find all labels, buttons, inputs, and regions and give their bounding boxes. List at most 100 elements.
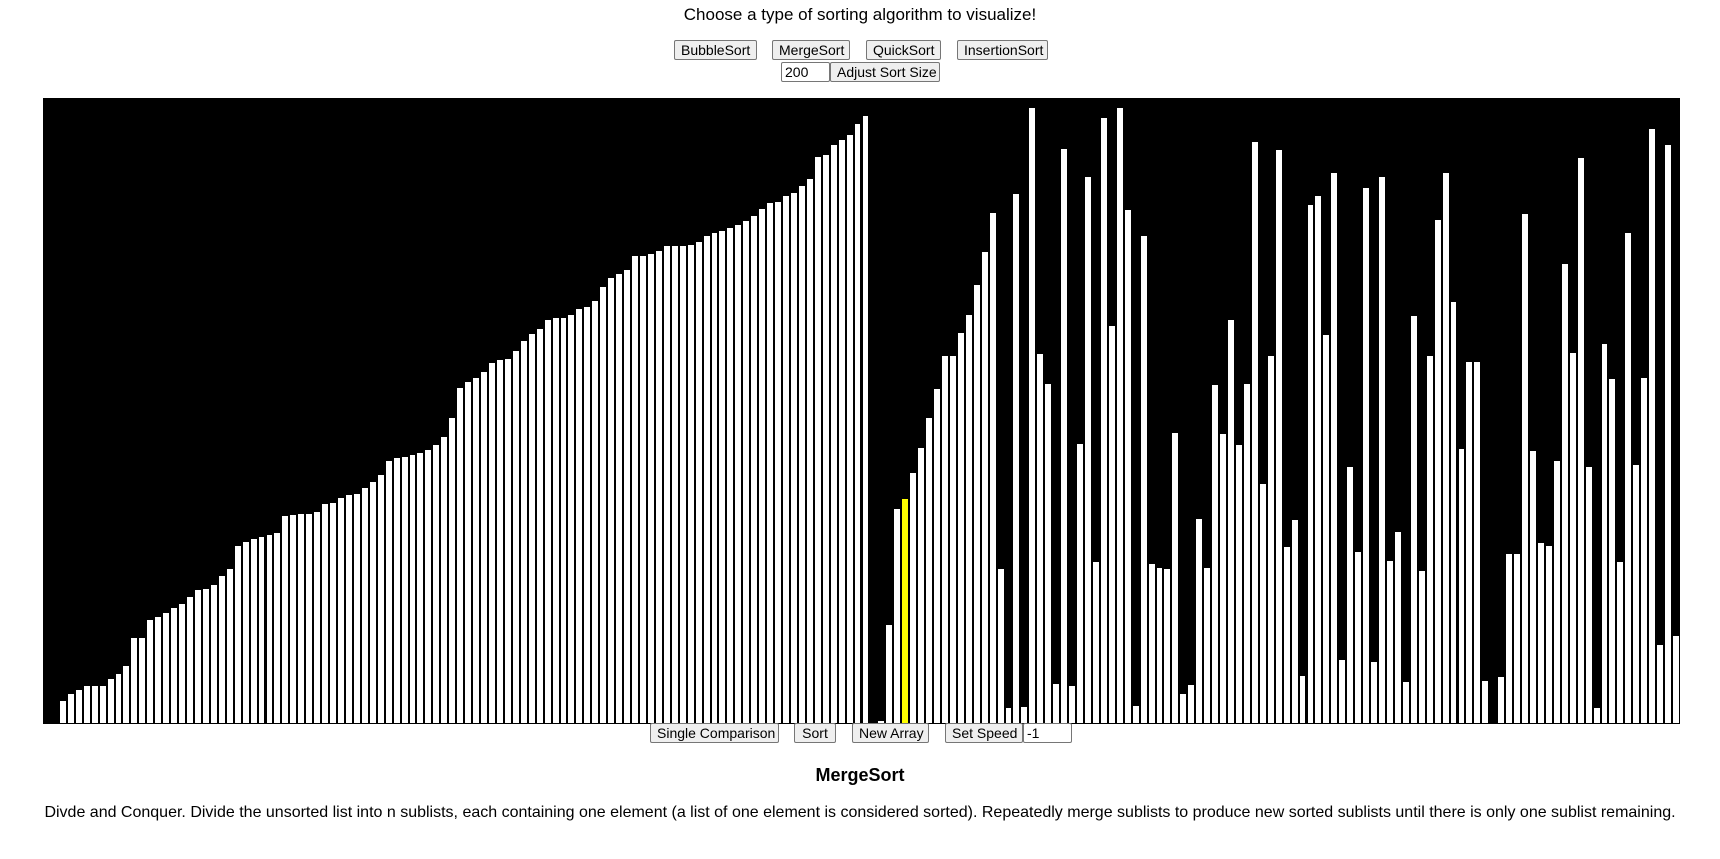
bar [1227, 318, 1235, 724]
bar [1306, 203, 1315, 724]
bar [829, 144, 838, 724]
bar [1211, 383, 1220, 724]
bar [352, 493, 361, 724]
bar [1457, 447, 1466, 724]
bar [392, 457, 401, 724]
bar [480, 370, 488, 724]
bar [154, 615, 163, 724]
bar [201, 588, 210, 724]
single-comparison-button[interactable]: Single Comparison [650, 723, 779, 743]
bar [1576, 157, 1585, 724]
bar [376, 474, 385, 724]
bar [1544, 544, 1553, 724]
bar [511, 349, 520, 724]
bar [289, 513, 298, 724]
speed-input[interactable] [1023, 723, 1072, 743]
bar [607, 277, 616, 724]
bar [440, 436, 449, 724]
bar [1171, 432, 1180, 724]
bar [1036, 353, 1045, 724]
bar [1648, 128, 1657, 724]
bar [734, 224, 743, 724]
bar [885, 624, 894, 724]
bar [1060, 148, 1069, 724]
bar [591, 299, 600, 724]
bar [1020, 706, 1029, 724]
bar [917, 446, 926, 724]
bar [1028, 107, 1037, 724]
bar [1401, 681, 1410, 724]
bar [416, 452, 425, 724]
bar [495, 359, 504, 724]
algorithm-description: Divde and Conquer. Divide the unsorted l… [44, 804, 1676, 821]
bar [1385, 560, 1394, 724]
bar [909, 472, 918, 724]
bar [106, 677, 115, 724]
bar [1608, 378, 1617, 724]
bar [1219, 433, 1228, 724]
bar [1139, 235, 1148, 724]
bar-active [901, 498, 910, 724]
bar [1099, 117, 1108, 724]
bar [1338, 658, 1347, 724]
bar [241, 541, 250, 724]
bar [583, 306, 592, 724]
bar [74, 689, 83, 724]
insertionsort-button[interactable]: InsertionSort [957, 40, 1048, 60]
adjust-sort-size-button[interactable]: Adjust Sort Size [830, 62, 940, 82]
bar [1012, 193, 1021, 724]
bar [503, 358, 512, 724]
bar [551, 317, 560, 724]
bar [1473, 360, 1482, 724]
bar [1258, 483, 1267, 724]
bar [543, 319, 552, 724]
bar [265, 534, 274, 724]
bar [50, 722, 59, 724]
bar [615, 272, 624, 724]
set-speed-button[interactable]: Set Speed [945, 723, 1023, 743]
bar [535, 328, 544, 724]
bar [694, 241, 703, 724]
bar [1672, 634, 1680, 724]
bar [774, 200, 783, 724]
bar [519, 339, 528, 724]
mergesort-button[interactable]: MergeSort [772, 40, 850, 60]
bar [257, 535, 266, 724]
bar [1076, 443, 1084, 724]
bar [853, 122, 862, 724]
bar [758, 208, 767, 724]
sort-size-input[interactable] [781, 62, 830, 82]
bar [1044, 383, 1053, 724]
bar [337, 497, 345, 724]
bar [209, 583, 218, 724]
bar [845, 134, 854, 724]
bar [623, 268, 632, 724]
bar [861, 115, 870, 724]
bar [1433, 218, 1442, 724]
bar [1203, 566, 1212, 724]
sort-visualization-canvas [43, 98, 1680, 724]
bar [527, 333, 536, 724]
bar [933, 388, 941, 724]
bar [162, 612, 171, 724]
bar [1664, 144, 1673, 724]
bar [1084, 175, 1092, 724]
bubblesort-button[interactable]: BubbleSort [674, 40, 757, 60]
bar [766, 202, 775, 724]
quicksort-button[interactable]: QuickSort [866, 40, 941, 60]
bar [1346, 466, 1355, 724]
bar [1107, 325, 1116, 724]
bar [1465, 361, 1474, 724]
bar [686, 243, 695, 724]
sort-button[interactable]: Sort [794, 723, 836, 743]
bar [710, 231, 719, 724]
bar [1234, 444, 1243, 724]
bar [996, 567, 1005, 724]
bar [964, 314, 973, 724]
bar [988, 211, 997, 724]
bar [1068, 684, 1077, 724]
bar [1298, 675, 1307, 724]
bar [567, 313, 576, 724]
bar [329, 502, 338, 724]
new-array-button[interactable]: New Array [852, 723, 929, 743]
